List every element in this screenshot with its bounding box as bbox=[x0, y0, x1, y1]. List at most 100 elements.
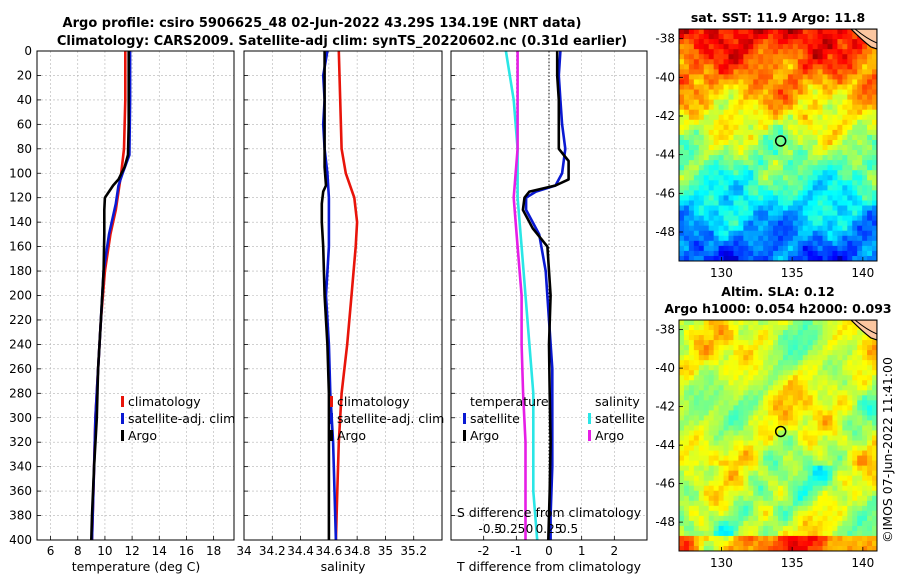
map-cell bbox=[787, 465, 794, 472]
map-cell bbox=[733, 200, 739, 207]
map-cell bbox=[718, 345, 725, 351]
map-cell bbox=[857, 445, 863, 452]
map-cell bbox=[688, 430, 695, 437]
map-cell bbox=[773, 380, 779, 386]
map-cell bbox=[797, 355, 804, 361]
map-cell bbox=[679, 49, 685, 55]
map-cell bbox=[733, 415, 739, 422]
map-cell bbox=[837, 175, 843, 181]
map-cell bbox=[862, 475, 868, 482]
map-cell bbox=[693, 129, 700, 136]
map-cell bbox=[817, 99, 824, 106]
map-cell bbox=[733, 320, 739, 326]
map-cell bbox=[708, 165, 715, 171]
map-cell bbox=[693, 430, 700, 437]
map-cell bbox=[753, 405, 759, 411]
map-cell bbox=[847, 360, 853, 366]
map-cell bbox=[728, 425, 735, 432]
map-cell bbox=[733, 39, 739, 45]
map-cell bbox=[872, 460, 877, 467]
map-cell bbox=[708, 230, 715, 237]
map-cell bbox=[713, 380, 720, 386]
map-cell bbox=[748, 124, 754, 131]
map-cell bbox=[683, 345, 690, 351]
map-cell bbox=[797, 435, 804, 442]
map-cell bbox=[728, 400, 735, 406]
map-cell bbox=[872, 200, 877, 207]
map-cell bbox=[703, 155, 710, 161]
map-cell bbox=[852, 500, 858, 507]
map-cell bbox=[738, 485, 744, 492]
map-cell bbox=[743, 139, 749, 146]
map-cell bbox=[763, 495, 769, 502]
map-cell bbox=[862, 395, 868, 401]
map-cell bbox=[683, 440, 690, 447]
map-cell bbox=[753, 79, 759, 86]
map-cell bbox=[847, 325, 853, 331]
map-cell bbox=[867, 210, 873, 217]
map-cell bbox=[738, 139, 744, 146]
map-cell bbox=[872, 79, 877, 86]
map-cell bbox=[837, 515, 843, 522]
map-cell bbox=[773, 435, 779, 442]
map-cell bbox=[733, 155, 739, 161]
map-cell bbox=[807, 425, 814, 432]
map-cell bbox=[718, 405, 725, 411]
map-cell bbox=[827, 435, 834, 442]
map-cell bbox=[758, 515, 764, 522]
map-cell bbox=[708, 395, 715, 401]
map-cell bbox=[698, 114, 705, 121]
map-cell bbox=[822, 200, 829, 207]
map-cell bbox=[679, 129, 685, 136]
map-cell bbox=[852, 325, 858, 331]
map-cell bbox=[743, 155, 749, 161]
map-cell bbox=[733, 470, 739, 477]
map-cell bbox=[827, 510, 834, 517]
map-cell bbox=[763, 390, 769, 396]
map-cell bbox=[713, 145, 720, 151]
map-cell bbox=[807, 345, 814, 351]
map-cell bbox=[688, 240, 695, 247]
map-cell bbox=[688, 340, 695, 346]
map-cell bbox=[683, 64, 690, 70]
map-cell bbox=[797, 325, 804, 331]
map-cell bbox=[792, 400, 799, 406]
map-cell bbox=[837, 545, 843, 551]
map-cell bbox=[817, 365, 824, 371]
map-cell bbox=[713, 440, 720, 447]
map-cell bbox=[812, 545, 819, 551]
map-cell bbox=[827, 520, 834, 527]
map-cell bbox=[743, 425, 749, 432]
map-cell bbox=[857, 185, 863, 191]
map-cell bbox=[753, 104, 759, 111]
map-cell bbox=[728, 114, 735, 121]
map-cell bbox=[852, 510, 858, 517]
map-cell bbox=[758, 520, 764, 527]
map-cell bbox=[852, 165, 858, 171]
map-cell bbox=[807, 460, 814, 467]
map-cell bbox=[837, 520, 843, 527]
x-tick-label: 34.8 bbox=[344, 544, 371, 558]
map-cell bbox=[753, 185, 759, 191]
map-cell bbox=[852, 139, 858, 146]
map-cell bbox=[862, 49, 868, 55]
map-cell bbox=[713, 89, 720, 96]
map-cell bbox=[768, 160, 774, 166]
map-cell bbox=[748, 530, 754, 537]
map-cell bbox=[872, 405, 877, 411]
map-cell bbox=[708, 340, 715, 346]
map-cell bbox=[787, 220, 794, 227]
map-cell bbox=[773, 34, 779, 40]
map-cell bbox=[693, 59, 700, 65]
map-cell bbox=[738, 210, 744, 217]
map-cell bbox=[713, 520, 720, 527]
map-cell bbox=[748, 480, 754, 487]
map-cell bbox=[703, 505, 710, 512]
map-cell bbox=[867, 530, 873, 537]
map-cell bbox=[842, 465, 848, 472]
map-cell bbox=[763, 109, 769, 116]
map-cell bbox=[797, 59, 804, 65]
map-cell bbox=[723, 129, 730, 136]
map-cell bbox=[728, 520, 735, 527]
map-cell bbox=[827, 325, 834, 331]
